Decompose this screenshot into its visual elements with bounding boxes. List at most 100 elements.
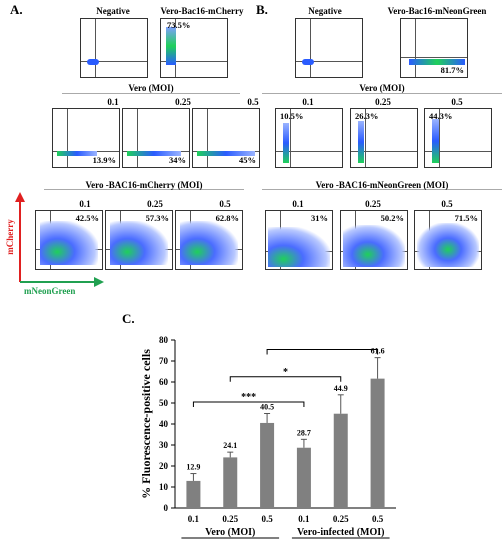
bar-value-label: 12.9 xyxy=(186,463,200,472)
dot-cluster xyxy=(57,151,97,156)
y-tick-label: 50 xyxy=(159,398,169,408)
panel-a-negative-plot xyxy=(80,18,148,78)
panel-b-row3-plot-3: 71.5% xyxy=(414,210,482,270)
x-tick-label: 0.25 xyxy=(222,514,238,524)
y-axis-label: % Fluorescence-positive cells xyxy=(139,349,153,499)
panel-b-row3-pct-1: 31% xyxy=(311,213,328,223)
x-tick-label: 0.1 xyxy=(188,514,200,524)
y-tick-label: 70 xyxy=(159,356,169,366)
bar xyxy=(296,447,311,508)
significance-bracket xyxy=(192,401,305,407)
panel-b-negative-header: Negative xyxy=(308,6,342,16)
panel-a-row3-pct-1: 42.5% xyxy=(75,213,99,223)
panel-a-row3-moi-2: 0.25 xyxy=(147,199,163,209)
panel-a-row2-plot-2: 34% xyxy=(122,108,190,168)
y-tick-label: 80 xyxy=(159,335,169,345)
dot-cluster xyxy=(283,123,289,163)
panel-b-row2-plot-1: 10.5% xyxy=(275,108,343,168)
separator xyxy=(262,93,502,94)
mcherry-arrow-head xyxy=(15,192,25,202)
panel-a-control-plot: 73.5% xyxy=(160,18,228,78)
panel-a-row2-plot-3: 45% xyxy=(192,108,260,168)
panel-a-row2-pct-3: 45% xyxy=(239,155,256,165)
mneongreen-axis-label: mNeonGreen xyxy=(24,286,76,296)
dot-cluster xyxy=(180,221,238,265)
significance-label: * xyxy=(283,367,288,378)
dot-cluster xyxy=(302,59,314,65)
panel-b-row3-plot-1: 31% xyxy=(265,210,333,270)
bar-value-label: 24.1 xyxy=(223,441,237,450)
bar-value-label: 28.7 xyxy=(297,428,311,437)
dot-cluster xyxy=(166,27,176,65)
y-tick-label: 10 xyxy=(159,482,169,492)
panel-b-row2-moi-2: 0.25 xyxy=(375,97,391,107)
bar-value-label: 40.5 xyxy=(260,403,274,412)
panel-a-negative-header: Negative xyxy=(96,6,130,16)
bar xyxy=(333,413,348,508)
dot-cluster xyxy=(268,227,330,267)
panel-b-row3-plot-2: 50.2% xyxy=(340,210,408,270)
panel-b-row3-pct-3: 71.5% xyxy=(454,213,478,223)
dot-cluster xyxy=(40,221,98,265)
panel-a-row2-pct-1: 13.9% xyxy=(92,155,116,165)
x-tick-label: 0.1 xyxy=(298,514,310,524)
panel-a-row2-moi-3: 0.5 xyxy=(247,97,259,107)
panel-a-row3-pct-2: 57.3% xyxy=(145,213,169,223)
panel-b-control-header: Vero-Bac16-mNeonGreen xyxy=(387,6,487,16)
panel-b-label: B. xyxy=(256,2,268,17)
separator xyxy=(44,189,244,190)
panel-a-label: A. xyxy=(10,2,23,17)
y-tick-label: 20 xyxy=(159,461,169,471)
significance-bracket xyxy=(266,348,379,355)
y-tick-label: 60 xyxy=(159,377,169,387)
mneongreen-arrow-head xyxy=(94,277,104,287)
panel-b-row3-title: Vero -BAC16-mNeonGreen (MOI) xyxy=(315,180,449,190)
panel-a-row3-plot-1: 42.5% xyxy=(35,210,103,270)
bar-value-label: 44.9 xyxy=(334,384,348,393)
panel-b-row2-moi-1: 0.1 xyxy=(302,97,314,107)
panel-a-control-header: Vero-Bac16-mCherry xyxy=(160,6,244,16)
x-tick-label: 0.5 xyxy=(261,514,273,524)
panel-b-row2-pct-2: 26.3% xyxy=(355,111,379,121)
panel-a-row2-pct-2: 34% xyxy=(169,155,186,165)
panel-b-row2-pct-3: 44.3% xyxy=(429,111,453,121)
panel-b-control-plot: 81.7% xyxy=(400,18,468,78)
panel-b-row2-title: Vero (MOI) xyxy=(359,83,405,93)
x-tick-label: 0.25 xyxy=(333,514,349,524)
panel-b-row2-plot-2: 26.3% xyxy=(350,108,418,168)
panel-b-negative-plot xyxy=(295,18,363,78)
panel-b-row2-moi-3: 0.5 xyxy=(451,97,463,107)
panel-c-label: C. xyxy=(122,311,135,326)
panel-a-row3-plot-2: 57.3% xyxy=(105,210,173,270)
panel-a-row3-plot-3: 62.8% xyxy=(175,210,243,270)
bar xyxy=(370,378,385,508)
dot-cluster xyxy=(432,119,439,163)
panel-a-row3-pct-3: 62.8% xyxy=(215,213,239,223)
significance-label: *** xyxy=(241,392,256,403)
separator xyxy=(262,189,502,190)
panel-b-row3-pct-2: 50.2% xyxy=(380,213,404,223)
axis-legend-arrows xyxy=(15,192,104,287)
panel-b-control-pct: 81.7% xyxy=(440,65,464,75)
significance-bracket xyxy=(229,376,342,382)
panel-a-row2-moi-2: 0.25 xyxy=(175,97,191,107)
panel-a-row3-moi-3: 0.5 xyxy=(219,199,231,209)
panel-b-row3-moi-2: 0.25 xyxy=(365,199,381,209)
panel-b-row3-moi-1: 0.1 xyxy=(292,199,304,209)
panel-a-row2-plot-1: 13.9% xyxy=(52,108,120,168)
panel-a-row3-title: Vero -BAC16-mCherry (MOI) xyxy=(85,180,203,190)
dot-cluster xyxy=(110,221,168,265)
group-label-vero-infected: Vero-infected (MOI) xyxy=(297,527,384,538)
panel-a-row2-moi-1: 0.1 xyxy=(107,97,119,107)
panel-b-row3-moi-3: 0.5 xyxy=(441,199,453,209)
dot-cluster xyxy=(358,121,364,163)
bar xyxy=(186,480,201,508)
bar xyxy=(223,457,238,508)
bar xyxy=(260,422,275,508)
y-tick-label: 40 xyxy=(159,419,169,429)
y-tick-label: 30 xyxy=(159,440,169,450)
panel-b-row2-pct-1: 10.5% xyxy=(280,111,304,121)
dot-cluster xyxy=(343,225,405,267)
separator xyxy=(62,93,240,94)
